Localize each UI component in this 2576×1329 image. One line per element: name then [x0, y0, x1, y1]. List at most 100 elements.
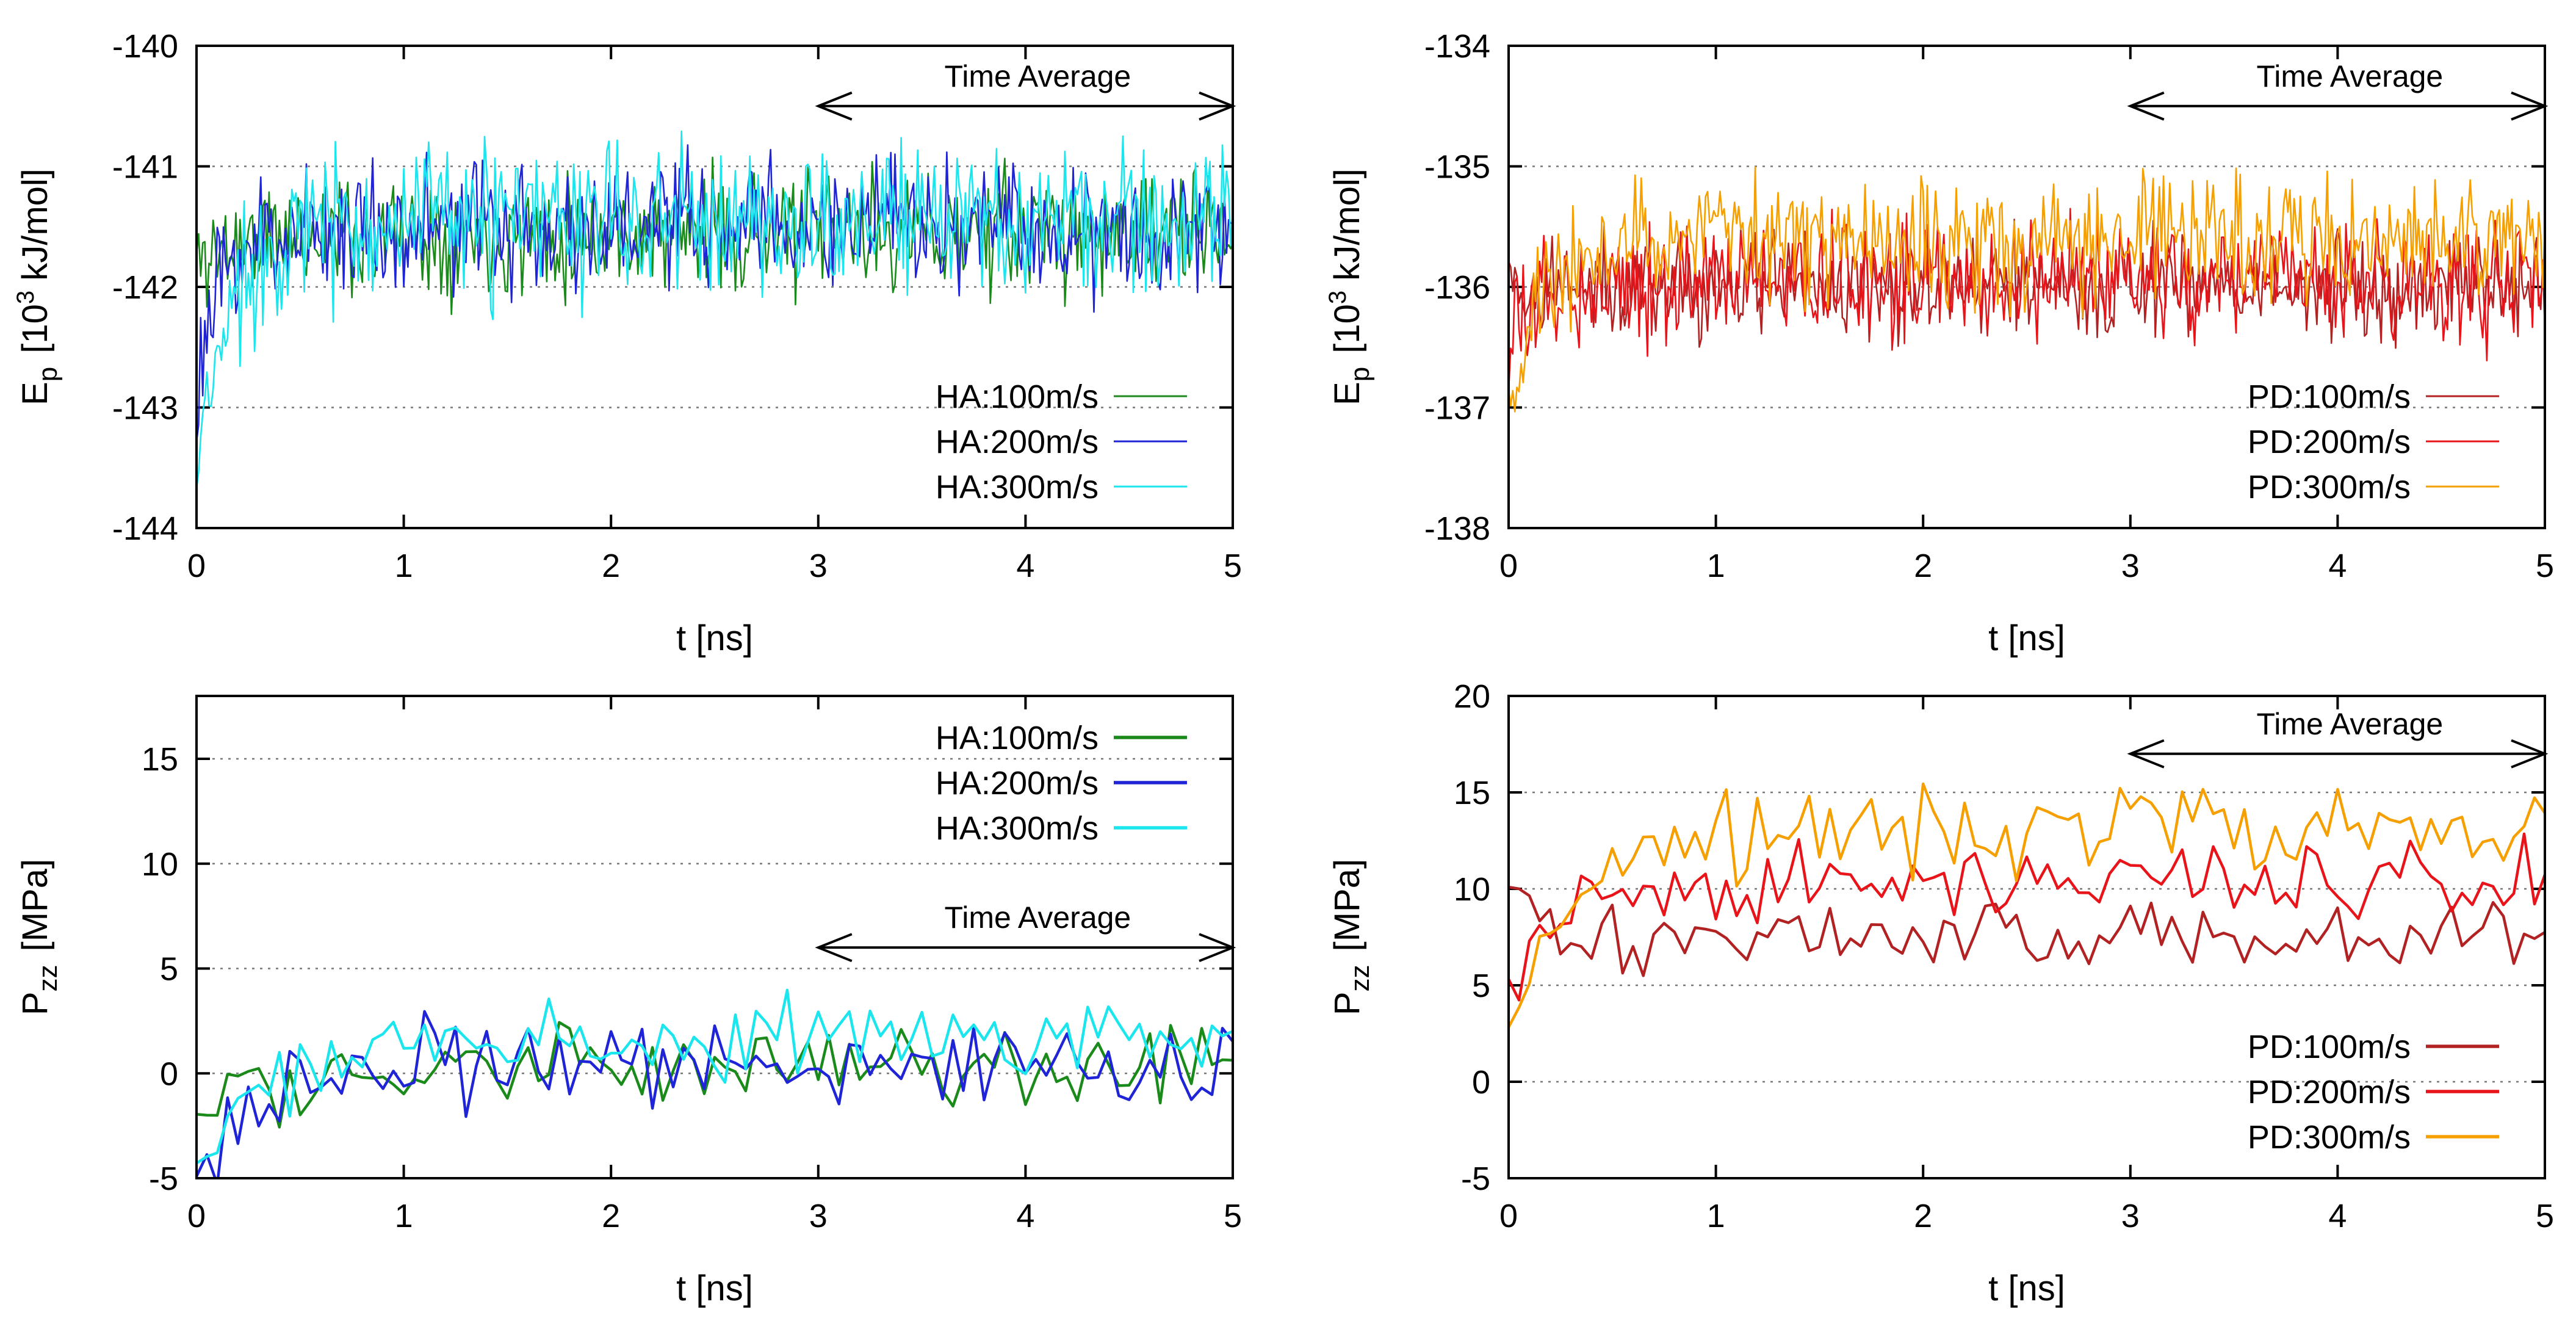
time-average-label: Time Average [2257, 707, 2444, 741]
x-tick-label: 0 [187, 548, 206, 584]
y-axis-label: Pzz [MPa] [1327, 859, 1375, 1015]
y-tick-label: -138 [1424, 510, 1490, 547]
y-tick-label: -140 [112, 28, 178, 65]
legend-label: HA:200m/s [936, 424, 1099, 460]
arrow-head-left [815, 933, 853, 963]
y-axis-symbol: P [15, 991, 55, 1015]
x-tick-label: 5 [2536, 548, 2554, 584]
series-line [1509, 832, 2545, 1002]
y-axis-symbol: E [1327, 382, 1367, 405]
x-tick-label: 3 [809, 548, 828, 584]
x-tick-label: 0 [187, 1198, 206, 1234]
y-tick-label: 0 [160, 1056, 178, 1092]
legend-label: PD:100m/s [2248, 1029, 2411, 1065]
x-tick-label: 3 [809, 1198, 828, 1234]
y-axis-label: Pzz [MPa] [15, 859, 63, 1015]
x-tick-label: 3 [2121, 1198, 2140, 1234]
series-group [197, 988, 1233, 1178]
x-tick-label: 5 [1224, 548, 1242, 584]
y-tick-label: -141 [112, 149, 178, 186]
x-tick-label: 4 [2328, 1198, 2347, 1234]
y-tick-label: -142 [112, 269, 178, 306]
arrow-head-right [2511, 91, 2549, 121]
arrow-head-right [1199, 933, 1236, 963]
y-tick-label: -144 [112, 510, 178, 547]
y-axis-subscript: p [1345, 367, 1375, 382]
y-axis-label: Ep [103 kJ/mol] [12, 168, 63, 405]
y-tick-label: -5 [149, 1161, 178, 1197]
legend-label: HA:200m/s [936, 765, 1099, 802]
series-line [1509, 782, 2545, 1028]
y-axis-units: [MPa] [1327, 859, 1367, 952]
arrow-head-left [2127, 91, 2165, 121]
x-tick-label: 1 [395, 1198, 413, 1234]
plot-frame [195, 45, 1234, 529]
series-line [1509, 208, 2545, 391]
plot-frame [195, 695, 1234, 1179]
y-axis-units: [MPa] [15, 859, 55, 952]
y-axis-units-superscript: 3 [1324, 291, 1351, 304]
series-group [197, 130, 1233, 490]
x-axis-label: t [ns] [1988, 1269, 2065, 1308]
y-axis-symbol: E [15, 382, 55, 405]
x-tick-label: 5 [2536, 1198, 2554, 1234]
y-axis-subscript: p [33, 367, 63, 382]
x-tick-label: 2 [602, 1198, 620, 1234]
series-line [197, 1010, 1233, 1178]
series-line [1509, 885, 2545, 977]
y-tick-label: -135 [1424, 149, 1490, 186]
series-group [1509, 166, 2545, 413]
y-tick-label: 5 [1472, 968, 1490, 1004]
y-tick-label: -5 [1461, 1161, 1490, 1197]
y-tick-label: 5 [160, 951, 178, 988]
time-average-label: Time Average [945, 900, 1131, 935]
plot-frame [1507, 695, 2546, 1179]
y-tick-label: -143 [112, 390, 178, 427]
x-tick-label: 3 [2121, 548, 2140, 584]
y-axis-units: [10 [1327, 304, 1367, 353]
x-axis-label: t [ns] [676, 1269, 753, 1308]
y-axis-units-superscript: 3 [12, 291, 39, 304]
y-axis-subscript: zz [1345, 965, 1375, 991]
y-tick-label: 15 [142, 741, 178, 778]
x-tick-label: 1 [1707, 548, 1725, 584]
time-average-label: Time Average [2257, 59, 2444, 93]
legend-label: PD:200m/s [2248, 424, 2411, 460]
x-tick-label: 4 [1016, 1198, 1034, 1234]
y-axis-units-rest: kJ/mol] [1327, 168, 1367, 291]
x-tick-label: 0 [1499, 1198, 1518, 1234]
y-tick-label: 20 [1454, 678, 1490, 715]
arrow-head-left [2127, 739, 2165, 769]
x-axis-label: t [ns] [1988, 618, 2065, 658]
legend-label: HA:100m/s [936, 378, 1099, 415]
series-line [197, 130, 1233, 490]
legend-label: PD:300m/s [2248, 1119, 2411, 1156]
x-tick-label: 4 [1016, 548, 1034, 584]
series-line [1509, 166, 2545, 413]
x-tick-label: 2 [1914, 548, 1932, 584]
x-tick-label: 1 [395, 548, 413, 584]
x-tick-label: 2 [1914, 1198, 1932, 1234]
series-group [1509, 782, 2545, 1028]
x-tick-label: 2 [602, 548, 620, 584]
y-axis-units: [10 [15, 304, 55, 353]
series-line [197, 156, 1233, 316]
y-axis-symbol: P [1327, 991, 1367, 1015]
y-tick-label: -136 [1424, 269, 1490, 306]
legend-label: PD:100m/s [2248, 378, 2411, 415]
y-tick-label: -137 [1424, 390, 1490, 427]
legend-label: PD:300m/s [2248, 469, 2411, 505]
y-tick-label: 0 [1472, 1064, 1490, 1101]
series-line [197, 988, 1233, 1165]
legend-label: HA:100m/s [936, 720, 1099, 756]
series-line [1509, 219, 2545, 349]
y-axis-label: Ep [103 kJ/mol] [1324, 168, 1375, 405]
plot-frame [1507, 45, 2546, 529]
arrow-head-right [2511, 739, 2549, 769]
legend-label: PD:200m/s [2248, 1074, 2411, 1110]
